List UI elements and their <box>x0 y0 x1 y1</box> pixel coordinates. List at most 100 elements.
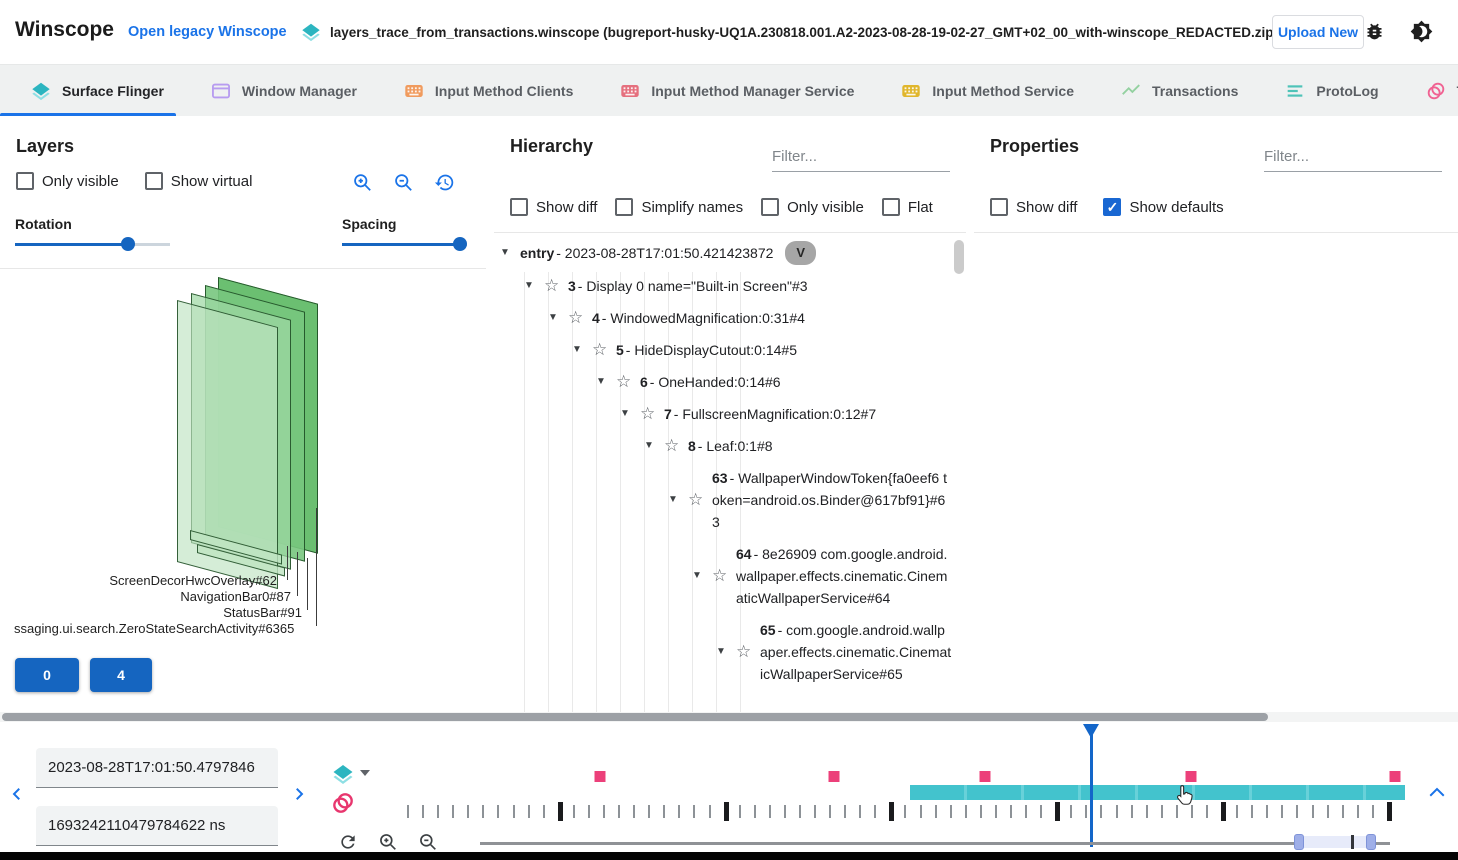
pin-star-icon[interactable] <box>664 435 688 457</box>
collapse-caret-icon[interactable] <box>644 435 664 457</box>
zoom-range-right-handle[interactable] <box>1366 834 1376 850</box>
pin-star-icon[interactable] <box>736 641 760 663</box>
timestamp-field <box>36 748 278 788</box>
rotation-slider-thumb[interactable] <box>121 237 136 251</box>
checkbox-simplify-names[interactable] <box>615 198 634 216</box>
spacing-slider-thumb[interactable] <box>452 237 467 251</box>
chevron-right-icon <box>296 788 304 800</box>
tab-input-method-manager-service[interactable]: Input Method Manager Service <box>619 80 854 102</box>
collapse-caret-icon[interactable] <box>668 489 688 511</box>
tree-node[interactable]: 6- OneHanded:0:14#6 <box>596 366 952 398</box>
open-legacy-link[interactable]: Open legacy Winscope <box>128 24 287 40</box>
display-count-button-0[interactable]: 0 <box>15 658 79 692</box>
collapse-caret-icon[interactable] <box>692 565 712 587</box>
tree-node[interactable]: 4- WindowedMagnification:0:31#4 <box>548 302 952 334</box>
pin-star-icon[interactable] <box>544 275 568 297</box>
zoom-range-position-tick <box>1351 835 1354 849</box>
hierarchy-filter-input[interactable] <box>772 146 950 172</box>
loaded-file-info: layers_trace_from_transactions.winscope … <box>300 21 1278 43</box>
keyboard-icon <box>900 80 922 102</box>
zoom-out-button[interactable] <box>393 172 414 193</box>
trace-selector-layers[interactable] <box>331 762 355 786</box>
bug-report-button[interactable] <box>1364 21 1385 42</box>
rings-icon <box>1425 80 1447 102</box>
ns-timestamp-input[interactable] <box>36 806 278 845</box>
main-scrollbar-thumb[interactable] <box>2 713 1268 721</box>
tree-node[interactable]: 7- FullscreenMagnification:0:12#7 <box>620 398 952 430</box>
tab-surface-flinger[interactable]: Surface Flinger <box>30 80 164 102</box>
tab-protolog[interactable]: ProtoLog <box>1284 80 1379 102</box>
pin-star-icon[interactable] <box>640 403 664 425</box>
collapse-caret-icon[interactable] <box>716 641 736 663</box>
trace-tab-bar: Surface Flinger Window Manager Input Met… <box>0 64 1458 116</box>
collapse-caret-icon[interactable] <box>620 403 640 425</box>
layer-label: ScreenDecorHwcOverlay#62 <box>109 573 277 588</box>
timeline-zoom-out-button[interactable] <box>418 832 438 852</box>
keyboard-icon <box>619 80 641 102</box>
dark-mode-toggle[interactable] <box>1410 20 1433 43</box>
tree-node[interactable]: 64- 8e26909 com.google.android.wallpaper… <box>692 538 952 614</box>
tab-input-method-service[interactable]: Input Method Service <box>900 80 1074 102</box>
tree-node[interactable]: 65- com.google.android.wallpaper.effects… <box>716 614 952 690</box>
timeline-zoom-range[interactable] <box>1304 836 1366 848</box>
zoom-range-left-handle[interactable] <box>1294 834 1304 850</box>
tab-window-manager[interactable]: Window Manager <box>210 80 357 102</box>
properties-panel: Properties Show diff Show defaults <box>974 116 1458 712</box>
properties-checkbox-row: Show diff Show defaults <box>990 198 1250 216</box>
tree-node-entry[interactable]: entry- 2023-08-28T17:01:50.421423872 V <box>500 236 952 270</box>
tab-transitions[interactable]: Transitions <box>1425 80 1458 102</box>
prev-entry-button[interactable] <box>8 784 26 804</box>
checkbox-show-diff[interactable] <box>510 198 528 216</box>
chart-line-icon <box>1120 80 1142 102</box>
file-name-label: layers_trace_from_transactions.winscope … <box>330 24 1278 40</box>
checkbox-show-virtual[interactable] <box>144 172 163 190</box>
tab-input-method-clients[interactable]: Input Method Clients <box>403 80 573 102</box>
human-timestamp-input[interactable] <box>36 748 278 787</box>
timeline-zoom-track[interactable] <box>480 842 1390 845</box>
collapse-caret-icon[interactable] <box>524 275 544 297</box>
playhead-handle-icon[interactable] <box>1083 724 1100 738</box>
upload-new-button[interactable]: Upload New <box>1272 15 1364 49</box>
trace-selector-transitions[interactable] <box>330 790 356 816</box>
pin-star-icon[interactable] <box>568 307 592 329</box>
reset-view-button[interactable] <box>434 172 455 193</box>
checkbox-show-diff[interactable] <box>990 198 1008 216</box>
dropdown-caret-icon[interactable] <box>360 770 370 776</box>
timeline-zoom-in-button[interactable] <box>378 832 398 852</box>
tab-transactions[interactable]: Transactions <box>1120 80 1238 102</box>
collapse-caret-icon[interactable] <box>572 339 592 361</box>
next-entry-button[interactable] <box>290 784 308 804</box>
hierarchy-scrollbar[interactable] <box>954 240 964 274</box>
tree-node[interactable]: 3- Display 0 name="Built-in Screen"#3 <box>524 270 952 302</box>
pin-star-icon[interactable] <box>616 371 640 393</box>
refresh-icon <box>341 835 355 849</box>
pin-star-icon[interactable] <box>688 489 712 511</box>
layer-label: NavigationBar0#87 <box>180 589 291 604</box>
checkbox-flat[interactable] <box>881 198 900 216</box>
zoom-in-button[interactable] <box>352 172 373 193</box>
ns-timestamp-field <box>36 806 278 846</box>
layers-checkbox-row: Only visible Show virtual <box>16 172 278 190</box>
checkbox-only-visible[interactable] <box>16 172 34 190</box>
collapse-caret-icon[interactable] <box>596 371 616 393</box>
display-count-button-4[interactable]: 4 <box>90 658 152 692</box>
hierarchy-panel-title: Hierarchy <box>510 136 594 156</box>
rotation-slider[interactable] <box>15 237 170 251</box>
timeline-canvas[interactable] <box>407 722 1412 852</box>
timeline-active-band[interactable] <box>909 785 1405 800</box>
pin-star-icon[interactable] <box>592 339 616 361</box>
tree-node[interactable]: 8- Leaf:0:1#8 <box>644 430 952 462</box>
expand-timeline-button[interactable] <box>1428 786 1446 798</box>
tree-node[interactable]: 5- HideDisplayCutout:0:14#5 <box>572 334 952 366</box>
properties-filter-input[interactable] <box>1264 146 1442 172</box>
collapse-caret-icon[interactable] <box>500 242 520 264</box>
collapse-caret-icon[interactable] <box>548 307 568 329</box>
timeline-refresh-button[interactable] <box>338 832 358 852</box>
spacing-slider[interactable] <box>342 237 467 251</box>
checkbox-only-visible[interactable] <box>761 198 780 216</box>
checkbox-show-defaults[interactable] <box>1103 198 1122 216</box>
properties-panel-title: Properties <box>990 136 1080 156</box>
pin-star-icon[interactable] <box>712 565 736 587</box>
tree-node[interactable]: 63- WallpaperWindowToken{fa0eef6 token=a… <box>668 462 952 538</box>
visibility-chip: V <box>785 241 817 265</box>
